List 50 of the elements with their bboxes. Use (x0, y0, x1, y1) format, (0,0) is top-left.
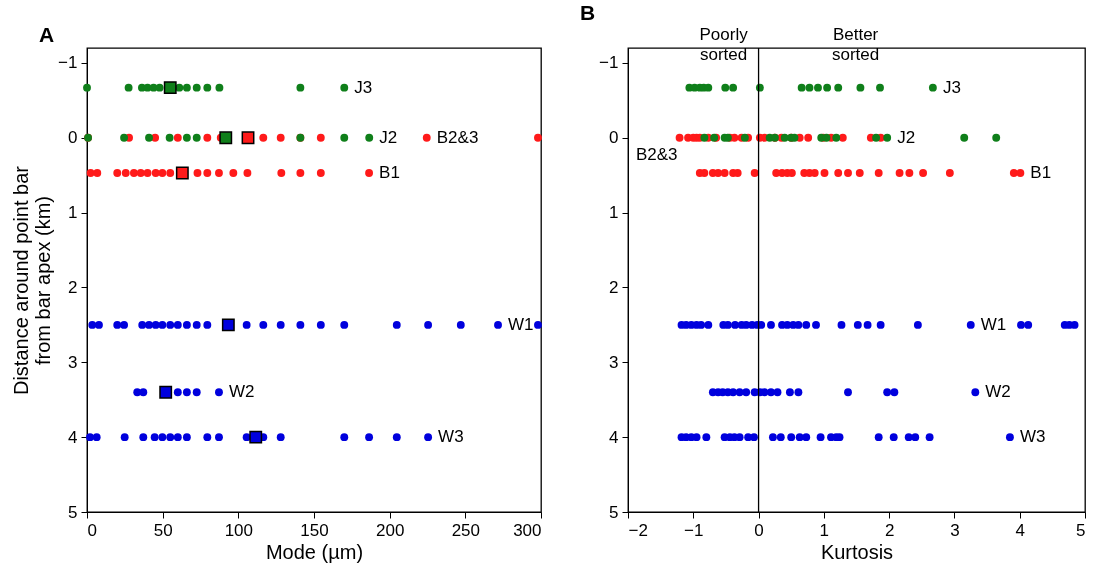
annotation: B1 (379, 162, 400, 182)
x-tick-label: 4 (1015, 520, 1025, 540)
annotation: B2&3 (635, 144, 678, 164)
y-tick-label: 1 (68, 203, 78, 223)
y-tick-label: 4 (609, 427, 619, 447)
annotation: W2 (228, 382, 255, 402)
x-tick-label: −2 (628, 520, 648, 540)
chart-title: A (39, 23, 55, 46)
y-tick-label: 4 (68, 427, 78, 447)
y-tick-label: 1 (609, 203, 619, 223)
y-tick-label: −1 (58, 53, 78, 73)
annotation: J3 (942, 77, 961, 97)
chart-title: B (580, 1, 596, 24)
x-axis-title: Mode (µm) (265, 540, 364, 563)
annotation: W3 (438, 427, 464, 447)
x-tick-label: 1 (819, 520, 830, 540)
x-tick-label: 250 (451, 520, 481, 540)
x-tick-label: 3 (950, 520, 960, 540)
y-tick-label: 3 (609, 352, 619, 372)
annotation: J2 (897, 127, 916, 147)
y-tick-label: 5 (609, 502, 619, 522)
annotation: B1 (1030, 162, 1052, 182)
annotation: W2 (985, 382, 1011, 402)
x-tick-label: 50 (153, 520, 173, 540)
annotation: B2&3 (436, 127, 479, 147)
x-tick-label: −1 (684, 520, 704, 540)
y-tick-label: 3 (68, 352, 78, 372)
x-tick-label: 300 (513, 520, 542, 540)
y-tick-label: 5 (68, 502, 78, 522)
annotation: W3 (1019, 427, 1046, 447)
y-tick-label: 0 (609, 128, 619, 148)
y-tick-label: 2 (68, 277, 78, 297)
x-tick-label: 200 (375, 520, 405, 540)
x-tick-label: 0 (754, 520, 764, 540)
annotation: W1 (508, 314, 534, 334)
x-tick-label: 0 (87, 520, 97, 540)
annotation: Better sorted (831, 25, 880, 64)
y-axis-title: Distance around point bar from bar apex (km) (10, 165, 55, 396)
x-axis-title: Kurtosis (820, 540, 894, 563)
x-tick-label: 100 (224, 520, 254, 540)
y-tick-label: 2 (609, 277, 619, 297)
x-tick-label: 2 (884, 520, 895, 540)
annotation: Poorly sorted (699, 25, 749, 64)
annotation: J2 (379, 127, 398, 147)
x-tick-label: 5 (1076, 520, 1086, 540)
annotation: J3 (354, 77, 373, 97)
y-tick-label: 0 (68, 128, 78, 148)
annotation: W1 (980, 314, 1007, 334)
x-tick-label: 150 (300, 520, 329, 540)
y-tick-label: −1 (599, 53, 619, 73)
